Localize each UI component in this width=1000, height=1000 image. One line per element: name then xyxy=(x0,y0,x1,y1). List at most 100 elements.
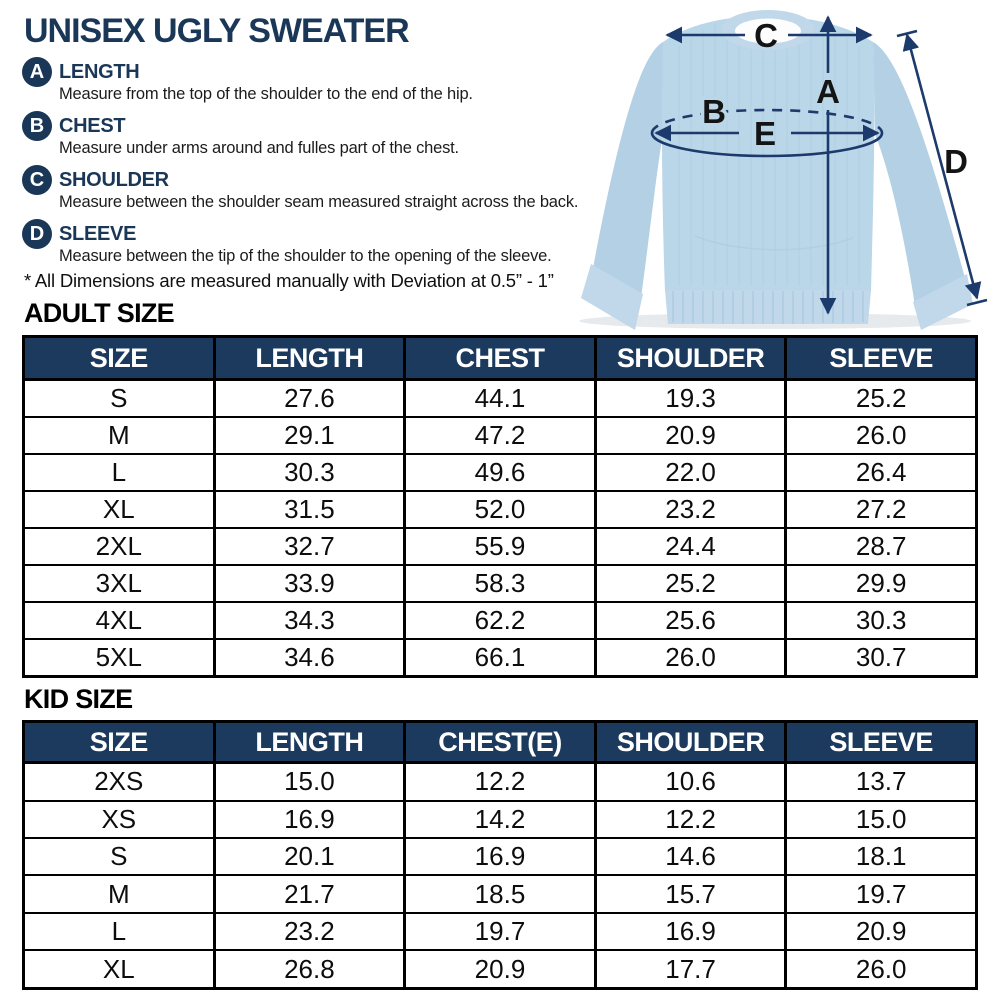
label-c: C xyxy=(754,17,778,54)
table-cell: 34.3 xyxy=(212,600,407,640)
legend-item-length: A LENGTH Measure from the top of the shou… xyxy=(22,57,592,104)
table-row: 2XS 15.0 12.2 10.6 13.7 xyxy=(22,761,978,802)
label-d: D xyxy=(944,143,968,180)
table-header-row: SIZE LENGTH CHEST(E) SHOULDER SLEEVE xyxy=(22,720,978,764)
table-cell: 25.6 xyxy=(593,600,788,640)
table-cell: 34.6 xyxy=(212,637,407,678)
table-header-cell: LENGTH xyxy=(212,720,407,764)
table-row: 3XL 33.9 58.3 25.2 29.9 xyxy=(22,563,978,603)
chest-ellipse-dashed xyxy=(650,108,884,134)
table-cell: XS xyxy=(22,799,216,840)
table-cell: 2XS xyxy=(22,761,216,802)
sweater-hem xyxy=(665,290,871,324)
legend-item-chest: B CHEST Measure under arms around and ful… xyxy=(22,111,592,158)
table-header-cell: SLEEVE xyxy=(784,335,978,381)
sweater-neck-opening xyxy=(735,18,801,44)
sleeve-arrow xyxy=(902,33,982,300)
table-row: 2XL 32.7 55.9 24.4 28.7 xyxy=(22,526,978,566)
table-cell: 58.3 xyxy=(403,563,597,603)
table-cell: M xyxy=(22,874,216,914)
legend-label-length: LENGTH xyxy=(59,61,140,83)
table-cell: 16.9 xyxy=(403,836,597,877)
kid-size-table: SIZE LENGTH CHEST(E) SHOULDER SLEEVE 2XS… xyxy=(22,720,978,990)
table-header-cell: CHEST(E) xyxy=(403,720,597,764)
table-row: XL 26.8 20.9 17.7 26.0 xyxy=(22,949,978,990)
label-b: B xyxy=(702,93,726,130)
sweater-body xyxy=(661,16,875,292)
table-cell: 23.2 xyxy=(212,911,407,952)
table-row: S 20.1 16.9 14.6 18.1 xyxy=(22,836,978,877)
table-header-cell: SIZE xyxy=(22,335,216,381)
table-cell: S xyxy=(22,378,216,419)
table-cell: L xyxy=(22,453,216,492)
table-cell: 18.5 xyxy=(403,874,597,914)
table-cell: 18.1 xyxy=(784,836,978,877)
table-cell: 22.0 xyxy=(593,453,788,492)
table-row: 5XL 34.6 66.1 26.0 30.7 xyxy=(22,637,978,678)
table-cell: 17.7 xyxy=(593,949,788,990)
table-row: XL 31.5 52.0 23.2 27.2 xyxy=(22,489,978,529)
table-cell: 27.2 xyxy=(784,489,978,529)
legend-label-chest: CHEST xyxy=(59,115,126,137)
table-cell: 15.7 xyxy=(593,874,788,914)
table-cell: 30.3 xyxy=(212,453,407,492)
table-cell: 20.9 xyxy=(593,416,788,455)
adult-size-heading: ADULT SIZE xyxy=(24,298,175,328)
kid-size-heading: KID SIZE xyxy=(24,684,133,714)
legend-item-sleeve: D SLEEVE Measure between the tip of the s… xyxy=(22,219,592,266)
chest-ellipse-solid xyxy=(650,132,884,158)
table-cell: XL xyxy=(22,949,216,990)
table-row: L 23.2 19.7 16.9 20.9 xyxy=(22,911,978,952)
legend-label-shoulder: SHOULDER xyxy=(59,169,169,191)
table-cell: 19.3 xyxy=(593,378,788,419)
label-e: E xyxy=(754,115,776,152)
table-row: XS 16.9 14.2 12.2 15.0 xyxy=(22,799,978,840)
sweater-hem-ribs xyxy=(672,291,864,324)
table-cell: 23.2 xyxy=(593,489,788,529)
legend-desc-sleeve: Measure between the tip of the shoulder … xyxy=(59,247,552,265)
table-cell: L xyxy=(22,911,216,952)
table-header-cell: CHEST xyxy=(403,335,597,381)
table-cell: 26.0 xyxy=(593,637,788,678)
table-cell: 14.6 xyxy=(593,836,788,877)
table-cell: 66.1 xyxy=(403,637,597,678)
deviation-note: * All Dimensions are measured manually w… xyxy=(24,270,554,291)
table-cell: 13.7 xyxy=(784,761,978,802)
table-cell: 14.2 xyxy=(403,799,597,840)
label-a: A xyxy=(816,73,840,110)
table-cell: 12.2 xyxy=(403,761,597,802)
legend-desc-chest: Measure under arms around and fulles par… xyxy=(59,139,459,157)
sweater-rib-texture xyxy=(678,18,860,286)
table-cell: 25.2 xyxy=(784,378,978,419)
sweater-diagram: C A B E D xyxy=(579,10,988,330)
table-cell: 26.4 xyxy=(784,453,978,492)
sleeve-arrow-tick xyxy=(966,298,988,307)
table-header-cell: SHOULDER xyxy=(593,335,788,381)
table-cell: 12.2 xyxy=(593,799,788,840)
table-row: 4XL 34.3 62.2 25.6 30.3 xyxy=(22,600,978,640)
legend-desc-length: Measure from the top of the shoulder to … xyxy=(59,85,473,103)
table-header-cell: SIZE xyxy=(22,720,216,764)
table-cell: M xyxy=(22,416,216,455)
table-cell: 19.7 xyxy=(403,911,597,952)
table-cell: 16.9 xyxy=(212,799,407,840)
table-cell: 26.8 xyxy=(212,949,407,990)
table-cell: 15.0 xyxy=(784,799,978,840)
table-cell: 62.2 xyxy=(403,600,597,640)
legend-badge-a: A xyxy=(22,57,52,87)
legend-badge-c: C xyxy=(22,165,52,195)
table-cell: 3XL xyxy=(22,563,216,603)
table-cell: 29.1 xyxy=(212,416,407,455)
table-cell: 5XL xyxy=(22,637,216,678)
table-cell: 47.2 xyxy=(403,416,597,455)
table-cell: 4XL xyxy=(22,600,216,640)
dimension-arrows xyxy=(650,15,988,315)
legend-badge-d: D xyxy=(22,219,52,249)
table-cell: 24.4 xyxy=(593,526,788,566)
table-cell: 55.9 xyxy=(403,526,597,566)
table-cell: 30.7 xyxy=(784,637,978,678)
table-cell: 29.9 xyxy=(784,563,978,603)
table-cell: 31.5 xyxy=(212,489,407,529)
table-cell: 32.7 xyxy=(212,526,407,566)
